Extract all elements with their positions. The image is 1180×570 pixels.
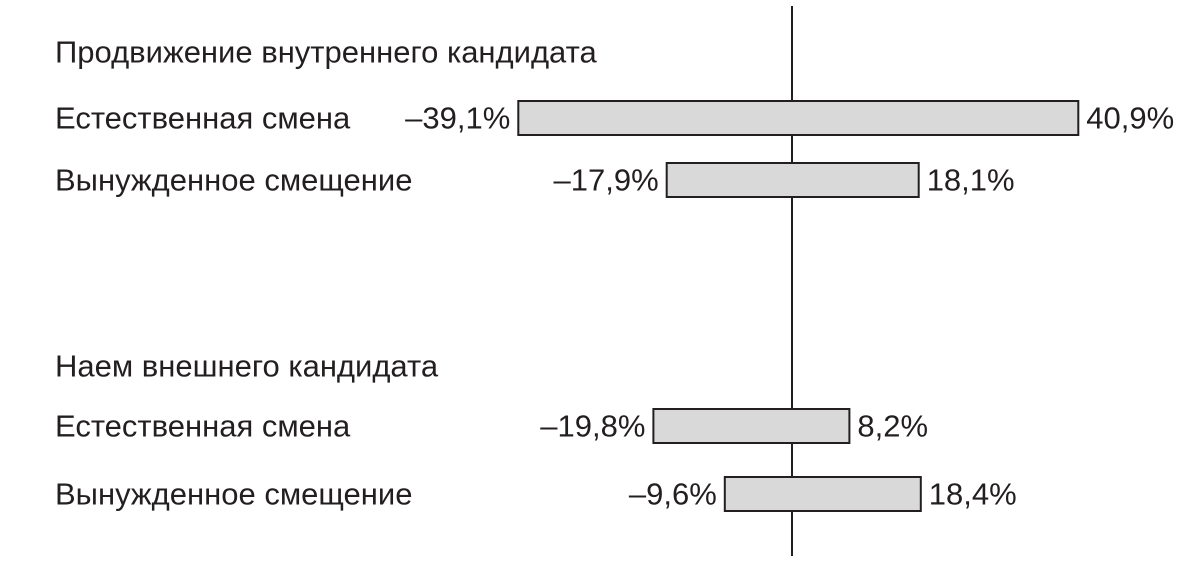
positive-value-label: 8,2% xyxy=(857,409,928,444)
negative-value-label: –17,9% xyxy=(554,163,659,198)
negative-value-label: –39,1% xyxy=(405,101,510,136)
row-label: Вынужденное смещение xyxy=(55,163,412,198)
group-title: Продвижение внутреннего кандидата xyxy=(55,35,597,70)
bar xyxy=(723,476,922,512)
row-label: Вынужденное смещение xyxy=(55,477,412,512)
negative-value-label: –9,6% xyxy=(629,477,717,512)
bar xyxy=(517,100,1080,136)
negative-value-label: –19,8% xyxy=(540,409,645,444)
row-label: Естественная смена xyxy=(55,409,351,444)
row-label: Естественная смена xyxy=(55,101,351,136)
chart-marks: Продвижение внутреннего кандидата Естеств… xyxy=(55,35,1174,512)
group-title: Наем внешнего кандидата xyxy=(55,349,439,384)
positive-value-label: 18,1% xyxy=(927,163,1015,198)
bar xyxy=(652,408,851,444)
bar xyxy=(665,162,920,198)
positive-value-label: 18,4% xyxy=(929,477,1017,512)
positive-value-label: 40,9% xyxy=(1086,101,1174,136)
